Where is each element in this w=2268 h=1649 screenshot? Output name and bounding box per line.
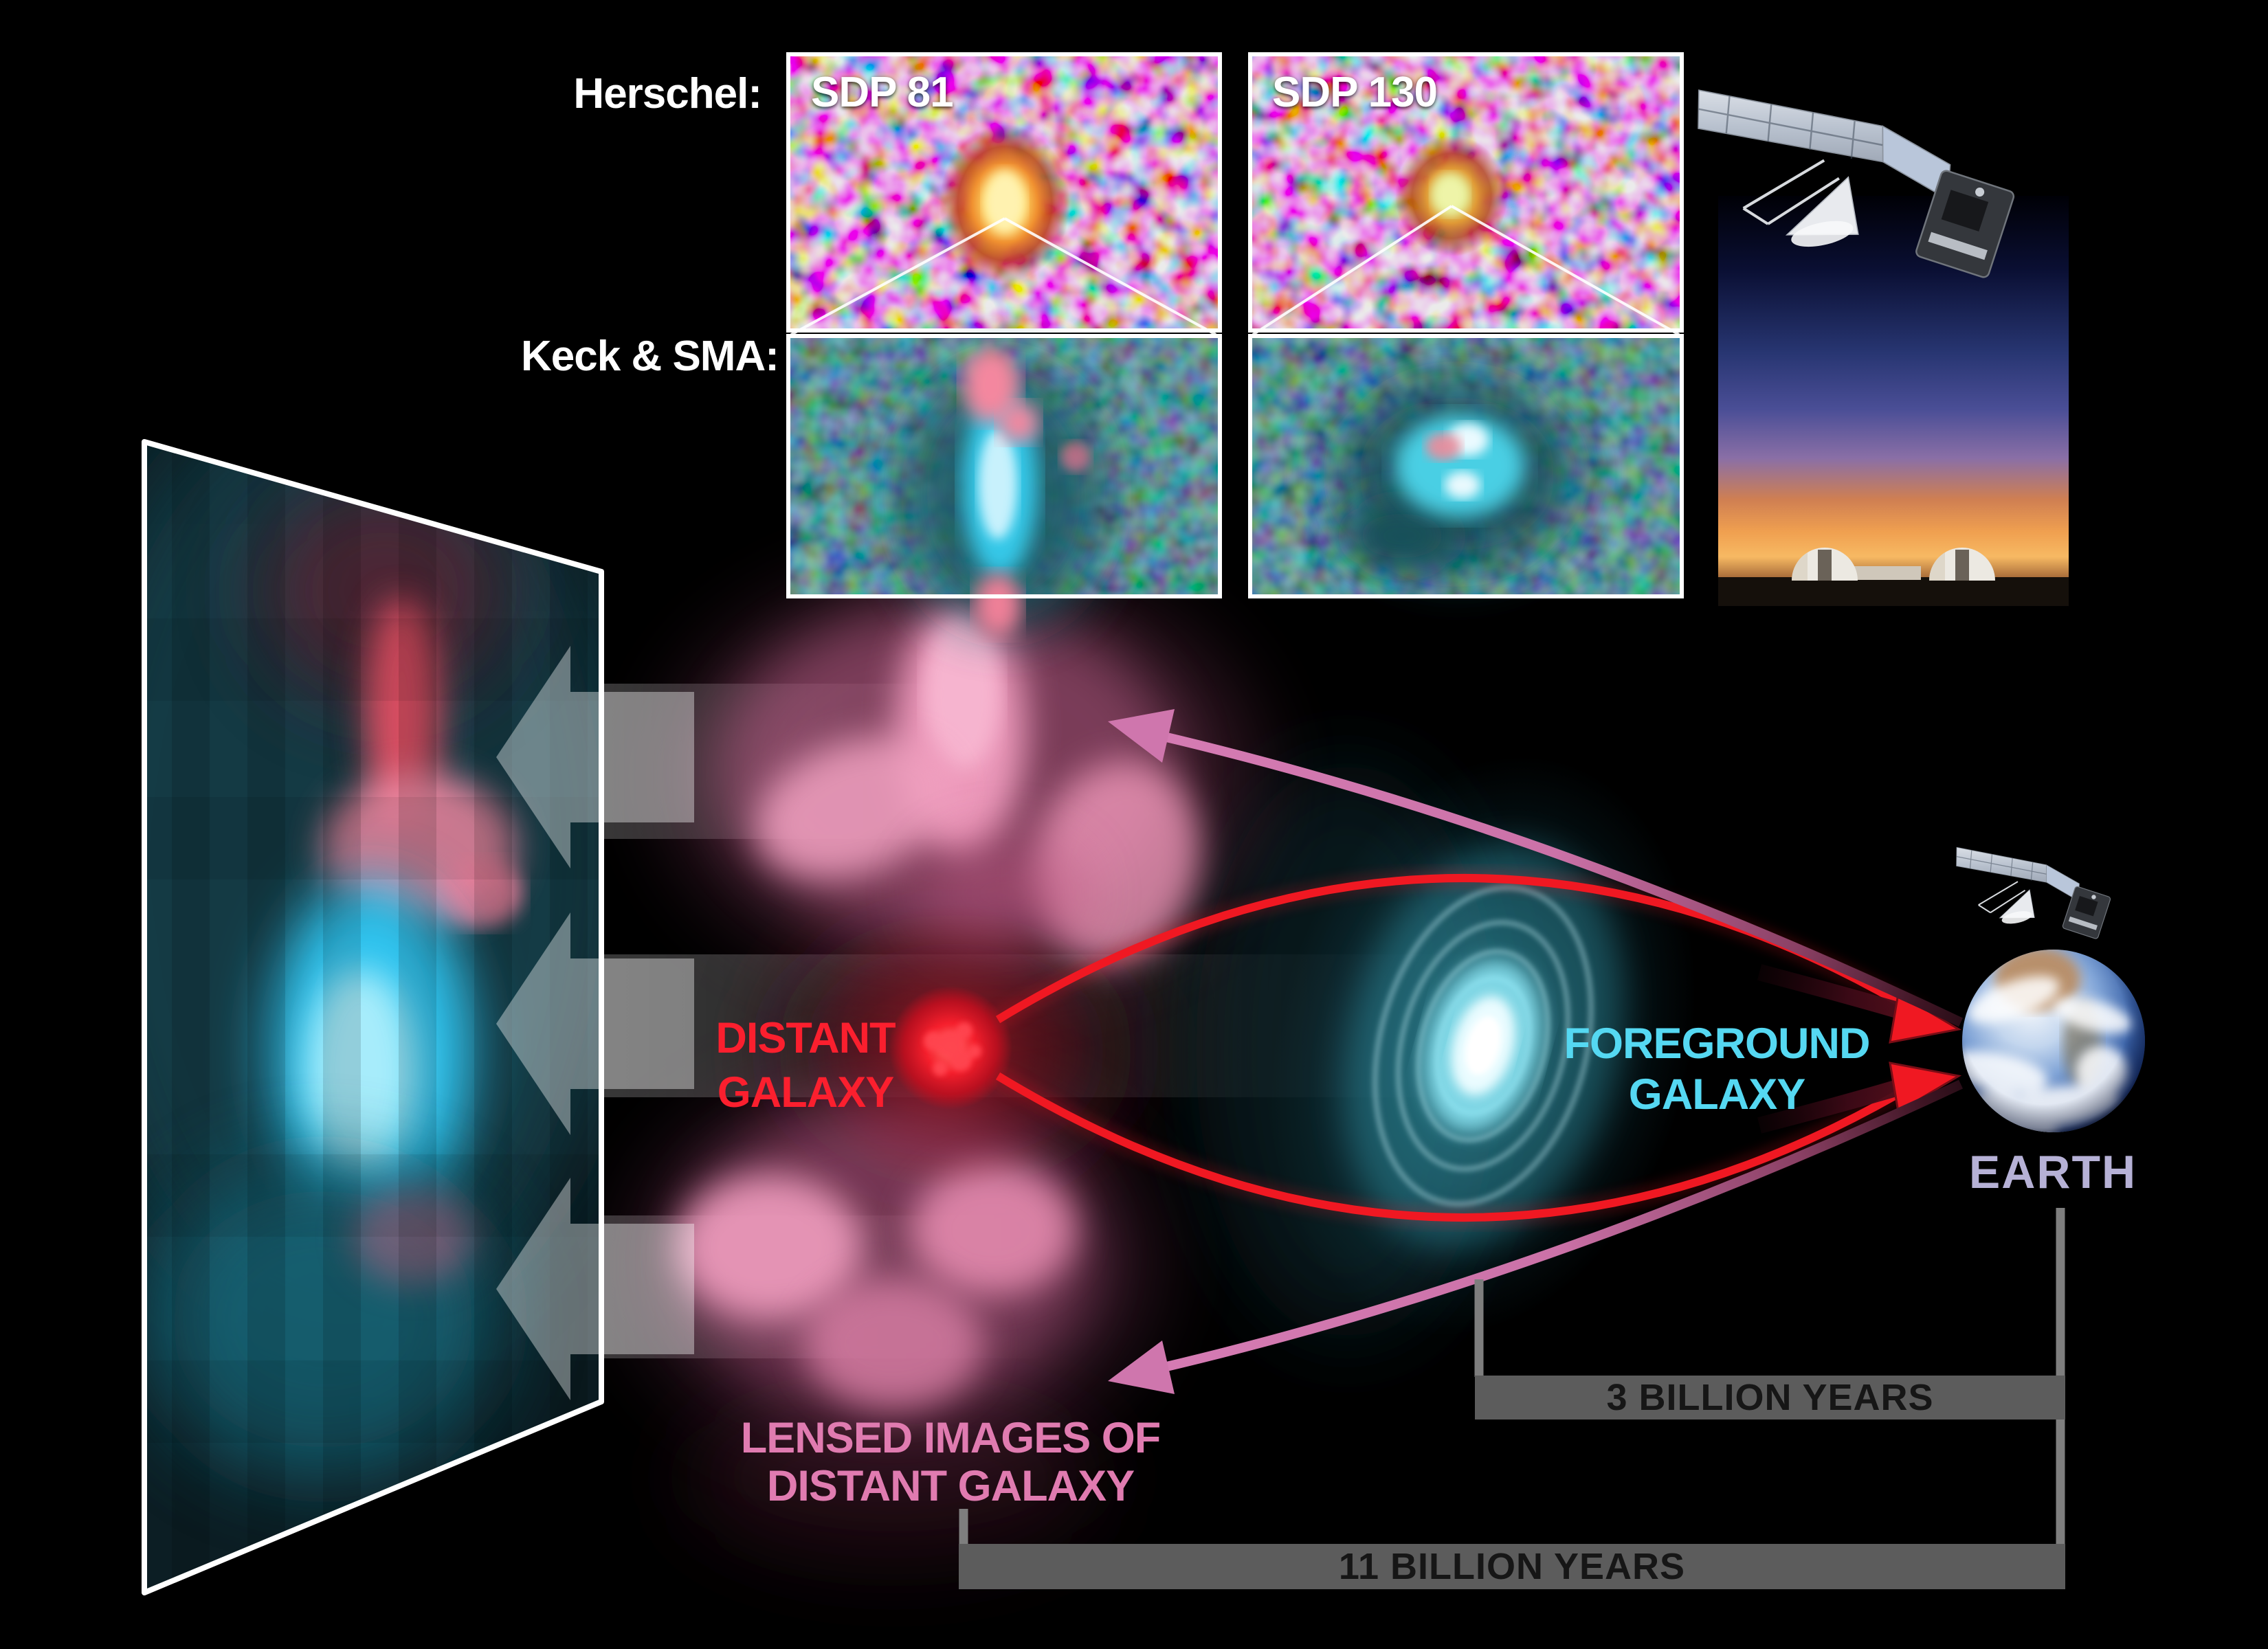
screen-border bbox=[142, 439, 604, 1595]
keck-dome bbox=[1929, 548, 1995, 581]
observation-screen bbox=[142, 439, 604, 1595]
zoom-arrow bbox=[496, 1178, 694, 1400]
earth-illustration bbox=[1962, 950, 2145, 1132]
keck-dome bbox=[1792, 548, 1858, 581]
herschel-row-label: Herschel: bbox=[573, 70, 762, 117]
foreground-galaxy-label-line2: GALAXY bbox=[1628, 1070, 1806, 1119]
panel-border bbox=[786, 334, 1222, 598]
zoom-arrow bbox=[496, 912, 694, 1135]
lensed-image-blob-upper bbox=[667, 570, 1258, 983]
distant-galaxy-label-line2: GALAXY bbox=[717, 1068, 895, 1117]
lensed-images-label-line1: LENSED IMAGES OF bbox=[740, 1414, 1161, 1462]
lensed-images-label-line2: DISTANT GALAXY bbox=[766, 1462, 1135, 1510]
red-path-lower bbox=[995, 1072, 1924, 1222]
sdp81-panel-label: SDP 81 bbox=[811, 69, 954, 116]
timeline-bar-3by-label: 3 BILLION YEARS bbox=[1606, 1377, 1934, 1418]
sdp130-panel-label: SDP 130 bbox=[1272, 69, 1438, 116]
lensed-images-label: LENSED IMAGES OF DISTANT GALAXY bbox=[741, 1414, 1161, 1510]
red-arrowhead-lower bbox=[1889, 1062, 1962, 1114]
pink-arrowhead-lower bbox=[1108, 1340, 1175, 1394]
foreground-galaxy-illustration bbox=[1269, 755, 1697, 1336]
distant-galaxy-label-line1: DISTANT bbox=[715, 1014, 896, 1062]
timeline-bar-11-billion-years: 11 BILLION YEARS bbox=[959, 1544, 2065, 1589]
timeline-brackets bbox=[959, 1208, 2065, 1545]
timeline-bar-3-billion-years: 3 BILLION YEARS bbox=[1475, 1376, 2065, 1420]
herschel-panel-sdp81 bbox=[786, 52, 1222, 333]
keck-sma-row-label: Keck & SMA: bbox=[521, 333, 779, 380]
funnel-lines bbox=[790, 205, 1680, 336]
keck-observatory-photo bbox=[1718, 196, 2069, 606]
pink-arrowhead-upper bbox=[1108, 709, 1175, 763]
distant-galaxy-label: DISTANT GALAXY bbox=[715, 1011, 896, 1120]
timeline-bar-11by-label: 11 BILLION YEARS bbox=[1338, 1546, 1686, 1587]
zoom-arrow bbox=[496, 646, 694, 868]
herschel-panel-sdp130 bbox=[1248, 52, 1684, 333]
distant-galaxy-dot bbox=[806, 904, 1095, 1192]
pixel-banding bbox=[172, 442, 588, 1593]
panel-border bbox=[1248, 52, 1684, 333]
panel-border bbox=[786, 52, 1222, 333]
pink-path-lower bbox=[1133, 1079, 1963, 1379]
herschel-satellite-small bbox=[1937, 835, 2115, 956]
keck-panel-sdp130 bbox=[1248, 334, 1684, 598]
foreground-galaxy-label: FOREGROUND GALAXY bbox=[1564, 1018, 1871, 1120]
foreground-galaxy-label-line1: FOREGROUND bbox=[1564, 1020, 1871, 1068]
zoom-arrows bbox=[496, 646, 694, 1400]
panel-border bbox=[1248, 334, 1684, 598]
earth-label: EARTH bbox=[1968, 1146, 2137, 1198]
pink-lensed-paths bbox=[1108, 709, 1964, 1394]
pink-path-upper bbox=[1133, 725, 1964, 1027]
red-arrowheads bbox=[1889, 991, 1962, 1114]
keck-panel-sdp81 bbox=[786, 334, 1222, 636]
